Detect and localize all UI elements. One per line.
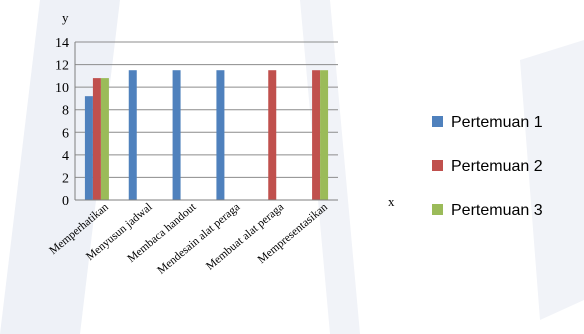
y-tick-labels: 0 2 4 6 8 10 12 14: [55, 36, 69, 209]
bar: [312, 70, 321, 200]
axes: [74, 42, 338, 201]
bar: [172, 70, 181, 200]
category-label: Mendesain alat peraga: [155, 201, 242, 277]
y-tick-label: 10: [55, 81, 69, 96]
legend: Pertemuan 1 Pertemuan 2 Pertemuan 3: [432, 114, 543, 219]
category-label: Membuat alat peraga: [204, 201, 286, 273]
y-tick-label: 4: [62, 149, 69, 164]
legend-label: Pertemuan 2: [451, 158, 543, 175]
bar: [128, 70, 137, 200]
legend-label: Pertemuan 3: [451, 202, 543, 219]
y-tick-label: 8: [62, 104, 69, 119]
y-tick-label: 0: [62, 194, 69, 209]
y-axis-label: y: [62, 10, 69, 25]
y-tick-label: 12: [55, 59, 69, 74]
y-tick-label: 6: [62, 126, 69, 141]
legend-swatch: [432, 116, 443, 127]
legend-swatch: [432, 160, 443, 171]
x-axis-label: x: [388, 194, 395, 209]
bar: [100, 78, 109, 200]
bar: [216, 70, 225, 200]
legend-swatch: [432, 204, 443, 215]
y-tick-label: 14: [55, 36, 69, 51]
bar: [268, 70, 277, 200]
bar: [320, 70, 329, 200]
bar: [84, 96, 93, 200]
legend-label: Pertemuan 1: [451, 114, 543, 131]
bars: [84, 70, 329, 200]
y-tick-label: 2: [62, 171, 69, 186]
bar: [92, 78, 101, 200]
gridlines: [75, 41, 338, 178]
